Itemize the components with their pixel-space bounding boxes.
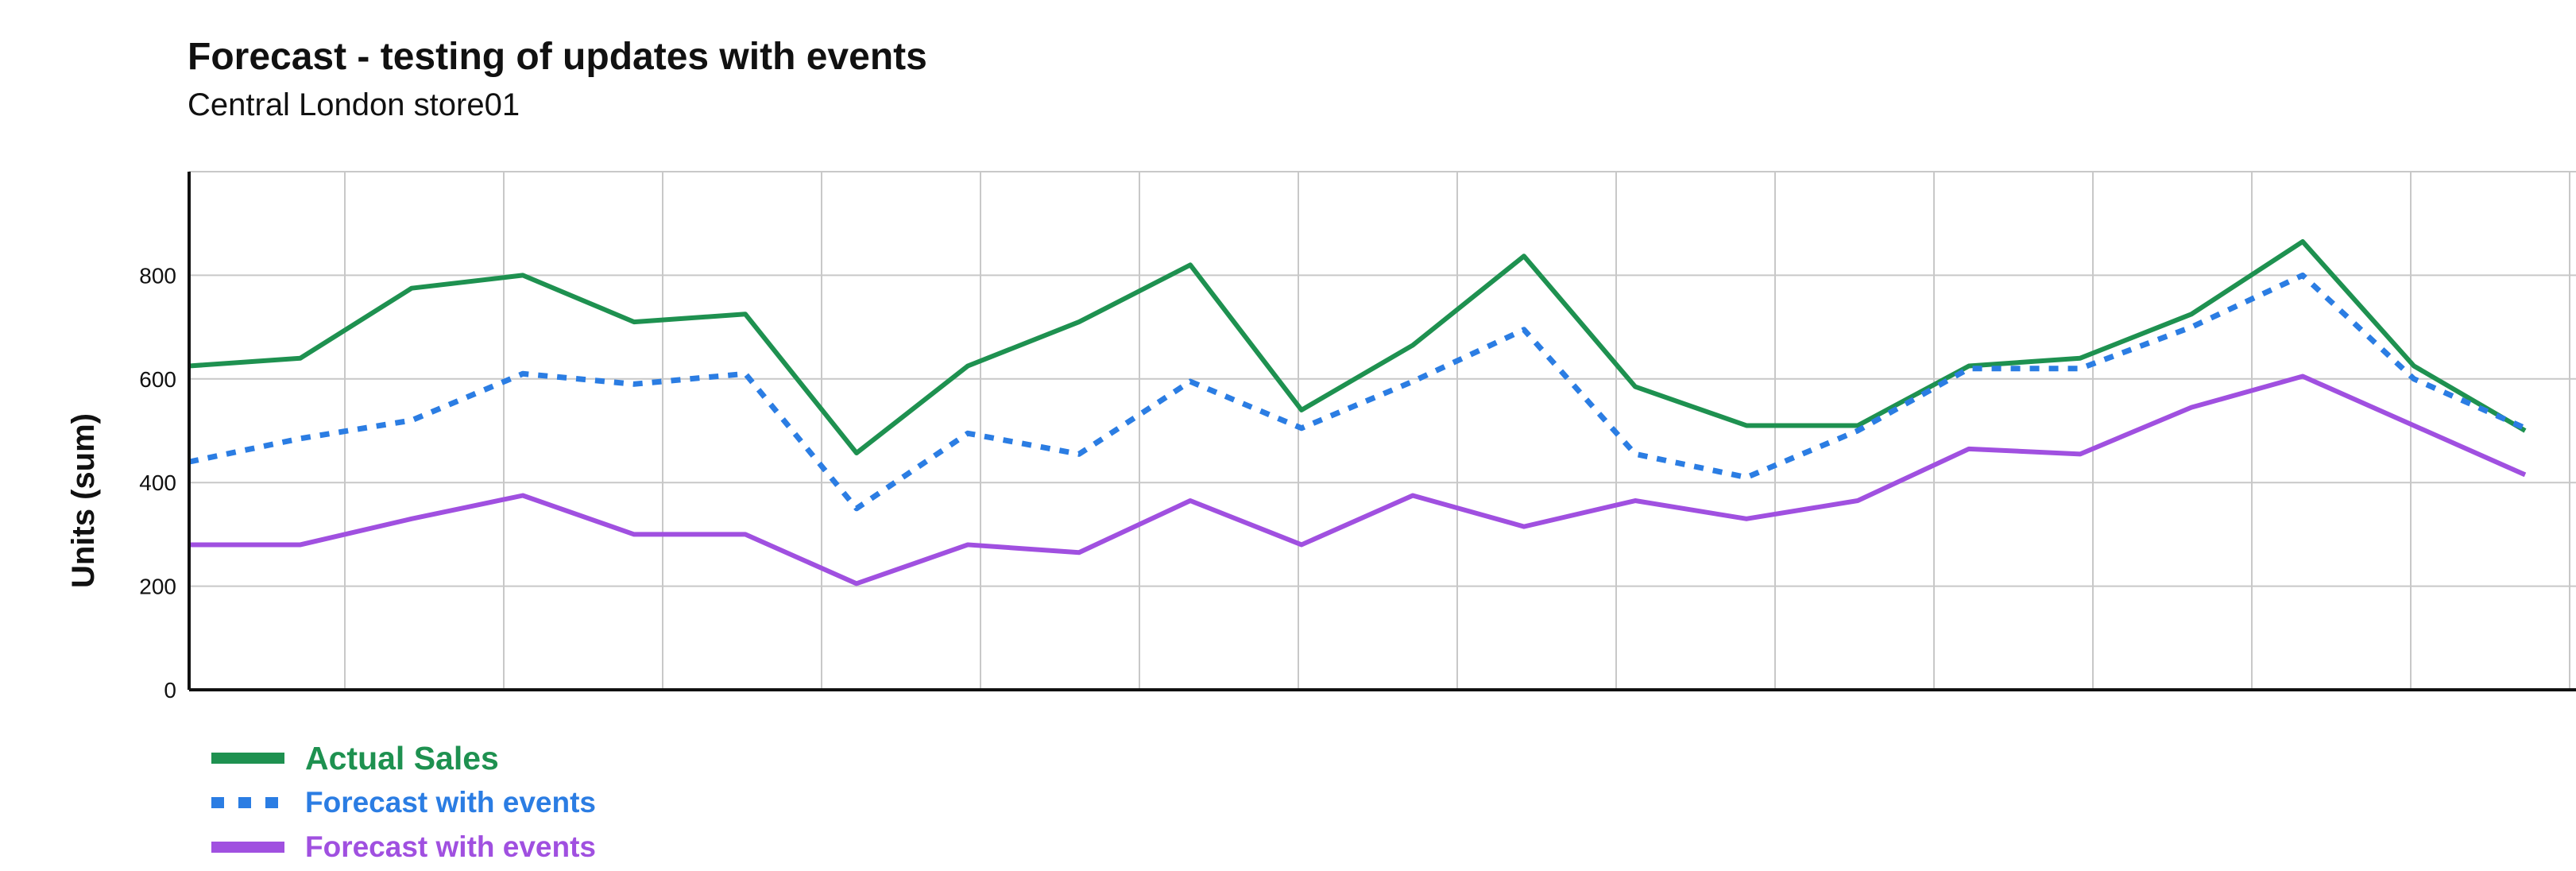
legend-label: Forecast with events bbox=[305, 786, 597, 819]
series-line-1 bbox=[188, 272, 2527, 512]
y-tick-label: 600 bbox=[139, 367, 176, 392]
gridlines bbox=[189, 171, 2576, 690]
y-tick-label: 400 bbox=[139, 470, 176, 495]
legend-swatch-forecast-dotted bbox=[211, 797, 284, 808]
legend: Actual Sales Forecast with events Foreca… bbox=[211, 736, 596, 869]
y-tick-label: 800 bbox=[139, 263, 176, 288]
series-lines bbox=[188, 239, 2527, 586]
chart-title: Forecast - testing of updates with event… bbox=[188, 36, 927, 78]
series-line-0 bbox=[188, 239, 2527, 456]
legend-item-forecast-solid[interactable]: Forecast with events bbox=[211, 825, 596, 869]
y-axis-label: Units (sum) bbox=[66, 413, 101, 588]
chart-subtitle: Central London store01 bbox=[188, 87, 520, 122]
legend-item-actual-sales[interactable]: Actual Sales bbox=[211, 736, 596, 780]
y-tick-label: 200 bbox=[139, 575, 176, 599]
legend-item-forecast-dotted[interactable]: Forecast with events bbox=[211, 780, 596, 825]
line-chart: 0 200 400 600 800 Units (sum) bbox=[66, 171, 2576, 703]
y-axis-ticks: 0 200 400 600 800 bbox=[139, 263, 176, 703]
series-line-2 bbox=[189, 374, 2527, 586]
legend-label: Actual Sales bbox=[305, 739, 499, 776]
legend-swatch-forecast-solid bbox=[211, 842, 284, 853]
legend-label: Forecast with events bbox=[305, 830, 597, 863]
legend-swatch-actual-sales bbox=[211, 753, 284, 764]
y-tick-label: 0 bbox=[164, 678, 176, 703]
